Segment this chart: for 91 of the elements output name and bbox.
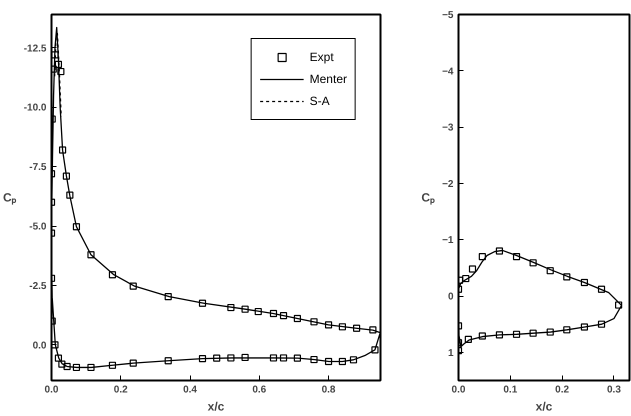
point: [468, 265, 476, 273]
y-tick-label: −5: [442, 10, 454, 21]
point: [563, 326, 570, 334]
point: [213, 354, 220, 362]
point: [310, 318, 318, 326]
point: [164, 293, 172, 300]
x-axis-title: x/c: [536, 400, 553, 414]
point: [227, 354, 234, 362]
point: [164, 357, 172, 364]
point: [496, 247, 504, 255]
x-axis-title: x/c: [208, 400, 225, 414]
point: [58, 360, 66, 368]
y-tick-label: -7.5: [29, 162, 47, 174]
point: [496, 331, 504, 338]
x-tick-label: 0.2: [555, 384, 570, 396]
point: [598, 286, 606, 293]
point: [580, 323, 588, 331]
point: [241, 354, 249, 362]
point: [280, 312, 288, 320]
point: [324, 321, 332, 328]
point: [338, 323, 346, 330]
point: [87, 364, 95, 372]
y-tick-label: 0: [448, 292, 454, 303]
y-tick-label: −3: [442, 122, 454, 134]
x-tick-label: 0.2: [114, 384, 128, 396]
point: [615, 301, 622, 309]
point: [512, 253, 520, 260]
point: [462, 274, 470, 282]
x-tick-label: 0.8: [322, 384, 336, 396]
point: [62, 172, 70, 180]
point: [198, 355, 206, 362]
point: [108, 362, 116, 369]
y-tick-label: 1: [448, 348, 454, 359]
point: [130, 360, 137, 367]
point: [546, 328, 554, 336]
point: [478, 253, 486, 260]
y-tick-label: −4: [442, 66, 454, 78]
point: [72, 223, 80, 230]
point: [54, 60, 62, 68]
point: [270, 354, 278, 362]
point: [371, 346, 379, 354]
legend-label: Expt: [310, 50, 334, 64]
point: [58, 146, 66, 154]
point: [198, 300, 206, 307]
point: [87, 251, 95, 258]
point: [280, 354, 288, 362]
point: [310, 356, 318, 364]
y-axis-title: Cₚ: [421, 190, 436, 206]
point: [270, 310, 278, 318]
point: [63, 362, 71, 370]
legend-label: Menter: [310, 72, 347, 86]
point: [512, 330, 520, 338]
x-tick-label: 0.6: [252, 384, 267, 396]
point: [324, 358, 332, 366]
y-tick-label: 0.0: [32, 340, 47, 352]
point: [369, 326, 376, 334]
point: [546, 267, 554, 274]
point: [464, 336, 472, 343]
x-tick-label: 0.1: [503, 384, 518, 396]
y-axis-title: Cₚ: [3, 190, 17, 206]
point: [54, 354, 62, 362]
point: [52, 341, 59, 348]
point: [294, 314, 301, 322]
point: [57, 68, 64, 76]
legend-label: S-A: [310, 94, 330, 108]
point: [350, 356, 358, 364]
point: [598, 320, 606, 328]
point: [108, 271, 116, 278]
point: [580, 278, 588, 286]
point: [130, 282, 137, 290]
x-tick-label: 0.0: [44, 384, 59, 396]
point: [227, 304, 234, 312]
y-tick-label: -5.0: [29, 222, 47, 233]
point: [530, 330, 537, 337]
point: [241, 306, 249, 313]
y-tick-label: −1: [442, 235, 454, 246]
point: [478, 332, 486, 340]
point: [338, 358, 346, 366]
point: [66, 192, 74, 199]
x-tick-label: 0.4: [183, 384, 198, 396]
y-tick-label: −2: [442, 178, 454, 190]
point: [530, 259, 537, 266]
x-tick-label: 0.3: [607, 384, 622, 396]
point: [294, 354, 301, 362]
point: [254, 308, 262, 316]
point: [72, 364, 80, 372]
y-tick-label: -12.5: [24, 43, 47, 54]
y-tick-label: -2.5: [29, 280, 47, 292]
y-tick-label: -10.0: [24, 102, 47, 114]
point: [563, 273, 570, 280]
point: [353, 324, 360, 332]
